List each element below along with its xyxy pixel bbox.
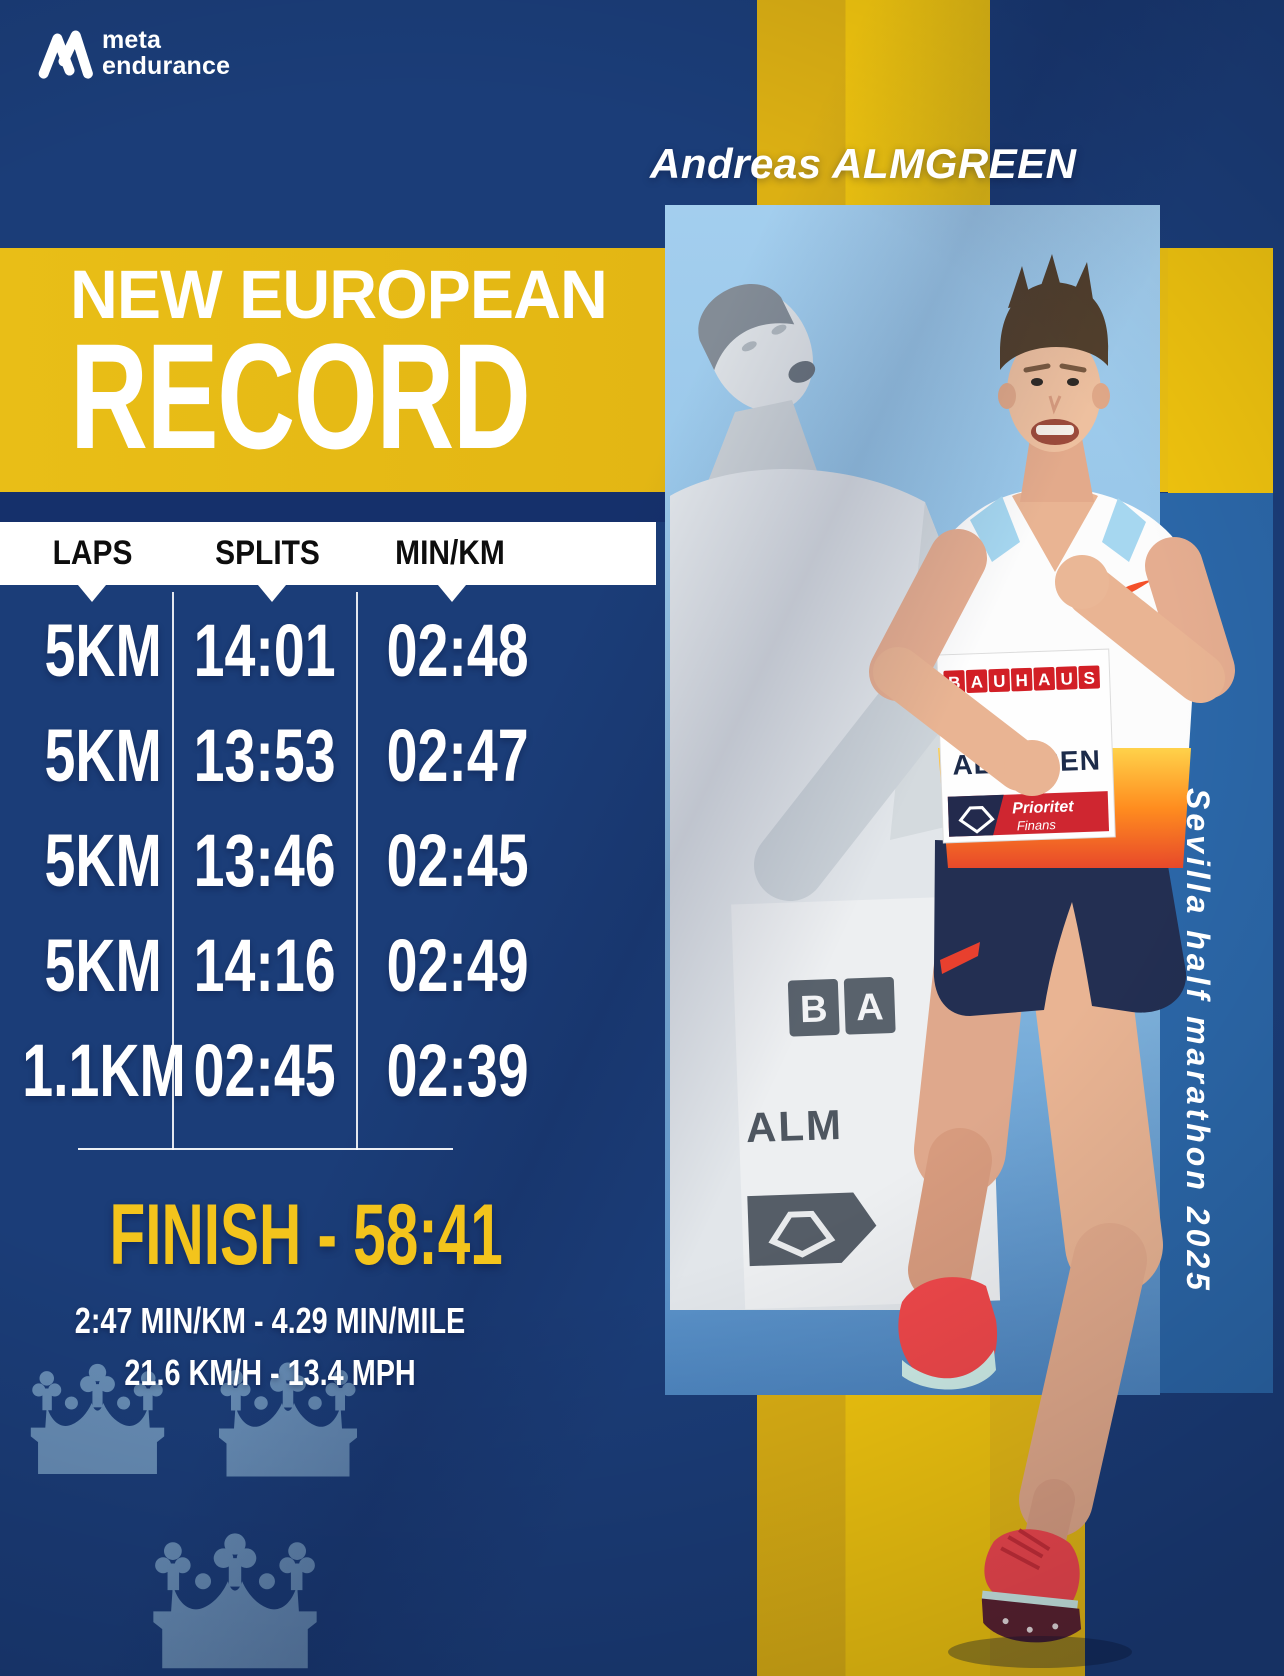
bib-partner-line2: Finans [1017,817,1057,833]
pace-cell: 02:48 [386,609,529,692]
bib-sponsor-letter: U [1060,669,1073,688]
lap-cell: 5KM [44,924,163,1007]
speed-summary: 21.6 KM/H - 13.4 MPH [124,1352,416,1393]
pace-cell: 02:47 [386,714,529,797]
bw-bib-name-partial: ALM [745,1101,844,1151]
leading-shoe [981,1528,1082,1643]
shorts [933,840,1187,1016]
brand-logo: meta endurance [36,26,230,80]
header-laps: LAPS [52,534,133,572]
brand-name-line2: endurance [102,52,231,80]
bib-sponsor-letter: S [1083,669,1095,688]
split-cell: 14:01 [194,609,336,692]
split-cell: 02:45 [194,1029,336,1112]
runner-face [1007,332,1101,452]
header-splits: SPLITS [215,534,320,572]
lap-cell: 1.1KM [21,1029,186,1112]
brand-name-line1: meta [102,26,162,54]
bib-sponsor: B A U H A U S [943,665,1101,694]
bib-sponsor-letter: A [970,672,983,691]
shoe-shadow [948,1636,1132,1668]
pace-cell: 02:45 [386,819,529,902]
header-pointer-icon [258,585,286,602]
header-pointer-icon [438,585,466,602]
trailing-shoe [898,1277,998,1390]
headline-line1: NEW EUROPEAN [70,256,608,333]
bib-sponsor-letter: A [1038,670,1051,689]
bib-partner-line1: Prioritet [1012,798,1075,817]
pace-cell: 02:39 [386,1029,529,1112]
split-cell: 14:16 [194,924,336,1007]
right-yellow-band-piece [1168,248,1273,493]
lap-cell: 5KM [44,819,163,902]
finish-time: FINISH - 58:41 [109,1187,503,1283]
headline-line2: RECORD [70,312,531,480]
table-baseline [78,1148,453,1150]
athlete-name: Andreas ALMGREEN [650,140,1077,187]
navy-divider-strip [0,492,665,522]
column-separator [172,592,174,1150]
runner-photo-cutout: B A U H A U S ALMGREN Prioritet Finans [869,254,1235,1668]
column-separator [356,592,358,1150]
header-pointer-icon [78,585,106,602]
bw-bib-letter: A [855,986,884,1029]
diamond-league-icon [958,806,995,834]
split-cell: 13:53 [194,714,336,797]
bw-bib-letter: B [799,988,828,1031]
bib-sponsor-letter: U [993,672,1006,691]
runner-photo-collage: B A ALM [665,205,1235,1668]
pace-cell: 02:49 [386,924,529,1007]
split-cell: 13:46 [194,819,336,902]
m-mark-icon [38,30,93,79]
splits-table: 5KM 14:01 02:48 5KM 13:53 02:47 5KM 13:4… [0,598,558,1123]
bib-sponsor-letter: H [1015,671,1028,690]
header-min-km: MIN/KM [395,534,505,572]
event-vertical-label: Sevilla half marathon 2025 [1180,788,1216,1294]
pace-summary: 2:47 MIN/KM - 4.29 MIN/MILE [74,1300,466,1341]
lap-cell: 5KM [44,714,163,797]
table-header-band: LAPS SPLITS MIN/KM [0,522,656,585]
diamond-league-icon [747,1192,877,1267]
headline: NEW EUROPEAN RECORD [70,256,708,480]
brand-name: meta endurance [102,27,230,79]
lap-cell: 5KM [44,609,163,692]
three-crowns-icon [140,1528,330,1670]
